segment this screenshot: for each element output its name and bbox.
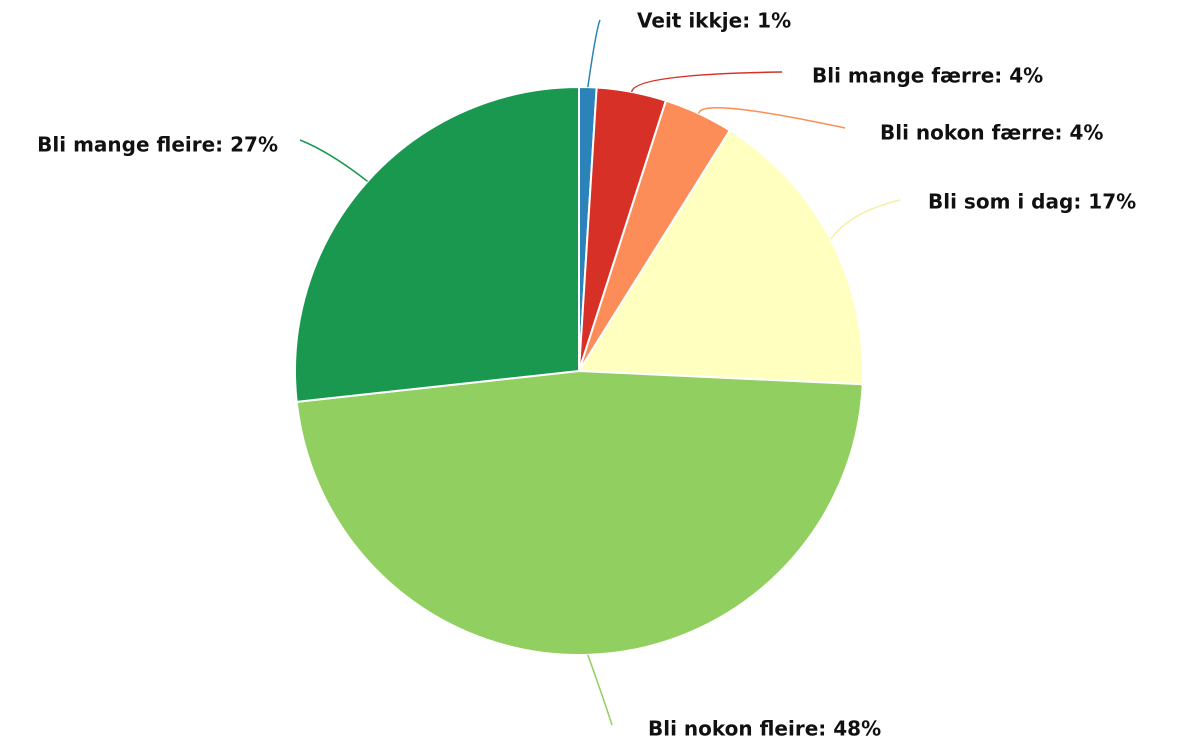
data-label: Bli mange færre: 4% bbox=[812, 64, 1043, 88]
label-connector bbox=[630, 71, 783, 93]
data-label: Bli nokon færre: 4% bbox=[880, 121, 1103, 145]
data-label: Bli nokon fleire: 48% bbox=[648, 717, 881, 741]
data-label: Bli som i dag: 17% bbox=[928, 190, 1136, 214]
pie-slice bbox=[577, 128, 864, 386]
label-connector bbox=[698, 107, 846, 129]
data-label: Bli mange fleire: 27% bbox=[37, 133, 278, 157]
label-connector bbox=[587, 19, 601, 88]
data-label: Veit ikkje: 1% bbox=[637, 9, 791, 33]
pie-slice bbox=[295, 369, 864, 656]
label-connector bbox=[587, 654, 613, 726]
label-connector bbox=[299, 139, 369, 182]
pie-slice bbox=[294, 85, 580, 403]
label-connector bbox=[830, 199, 901, 240]
